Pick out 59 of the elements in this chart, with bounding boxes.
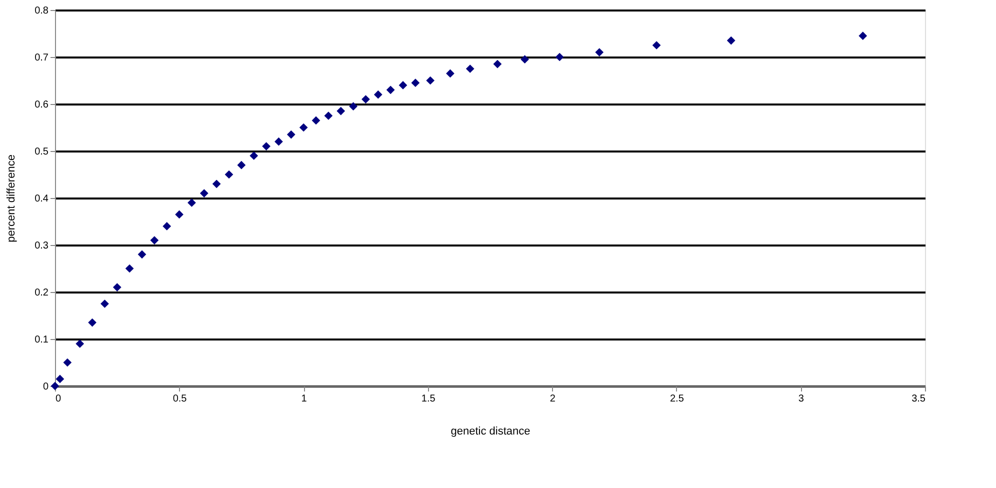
point [76,340,84,348]
point [466,64,474,73]
x-tick-label: 2.5 [670,394,684,404]
point [237,160,246,170]
point [100,300,109,308]
point [726,36,736,45]
y-tick-label: 0.3 [34,240,49,252]
point [138,250,146,259]
point [349,102,358,111]
point [520,55,529,64]
x-tick-label: 0.5 [172,394,188,404]
point [162,222,172,230]
y-tick-label: 0.4 [34,194,49,204]
point [88,318,96,327]
point [426,76,435,85]
point [299,123,308,132]
point [858,32,868,40]
point [362,95,370,104]
point [336,106,346,116]
point [595,48,604,56]
point [188,198,196,207]
point [175,210,184,219]
y-tick-label: 0.7 [34,52,49,64]
point [446,69,454,78]
point [200,189,208,198]
y-tick-label: 0.5 [34,146,49,158]
point [56,374,64,384]
y-tick-label: 0.1 [34,334,49,346]
point [312,116,320,125]
point [555,52,564,62]
x-tick-label: 1.5 [421,394,436,404]
y-tick-label: 0 [42,382,49,392]
x-tick-label: 3.5 [912,394,926,404]
point [250,152,258,160]
y-tick-label: 0.8 [34,6,49,16]
point [150,236,159,244]
x-tick-label: 1 [301,394,308,404]
point [63,358,72,367]
point [125,264,134,273]
y-tick-label: 0.6 [34,100,49,110]
point [324,112,333,120]
point [212,180,221,188]
y-tick-label: 0.2 [34,288,49,298]
point [398,81,408,90]
point [274,137,283,146]
x-tick-label: 0 [56,394,62,404]
point [411,78,420,88]
point [386,86,395,94]
y-axis-title: percent difference [6,154,18,242]
x-axis-title: genetic distance [450,426,530,438]
point [286,130,296,139]
point [112,283,122,292]
x-tick-label: 2 [550,394,556,404]
x-tick-label: 3 [798,394,804,404]
point [493,60,502,68]
point [374,90,382,99]
point [652,41,661,50]
point [224,170,234,179]
point [262,142,270,150]
